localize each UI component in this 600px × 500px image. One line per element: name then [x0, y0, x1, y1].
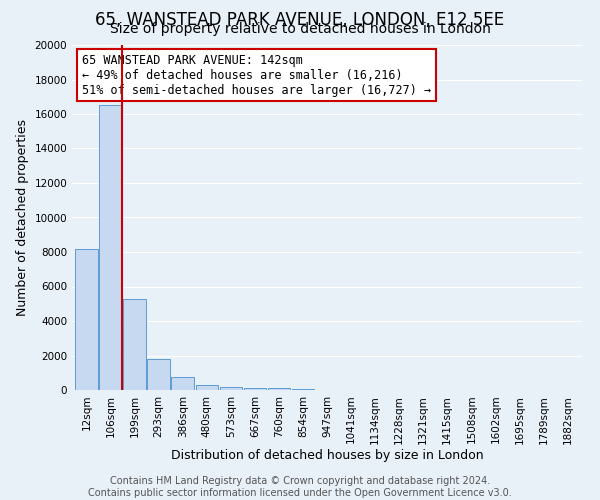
Y-axis label: Number of detached properties: Number of detached properties: [16, 119, 29, 316]
Text: 65 WANSTEAD PARK AVENUE: 142sqm
← 49% of detached houses are smaller (16,216)
51: 65 WANSTEAD PARK AVENUE: 142sqm ← 49% of…: [82, 54, 431, 96]
Bar: [196, 384, 218, 390]
Bar: [244, 388, 266, 390]
Bar: [148, 359, 170, 390]
Bar: [268, 388, 290, 390]
Bar: [172, 376, 194, 390]
Text: 65, WANSTEAD PARK AVENUE, LONDON, E12 5EE: 65, WANSTEAD PARK AVENUE, LONDON, E12 5E…: [95, 11, 505, 29]
Bar: [75, 248, 98, 390]
Text: Contains HM Land Registry data © Crown copyright and database right 2024.
Contai: Contains HM Land Registry data © Crown c…: [88, 476, 512, 498]
Bar: [292, 389, 314, 390]
Bar: [100, 106, 122, 390]
X-axis label: Distribution of detached houses by size in London: Distribution of detached houses by size …: [170, 449, 484, 462]
Bar: [220, 386, 242, 390]
Text: Size of property relative to detached houses in London: Size of property relative to detached ho…: [110, 22, 490, 36]
Bar: [124, 298, 146, 390]
